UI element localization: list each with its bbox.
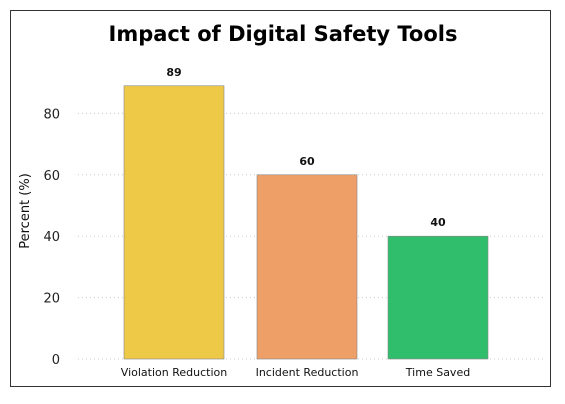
data-labels: 89 60 40 xyxy=(166,66,446,229)
data-label: 89 xyxy=(166,66,181,79)
bar xyxy=(256,174,358,360)
category-label: Violation Reduction xyxy=(121,366,227,379)
data-label: 60 xyxy=(299,155,315,168)
y-axis-ticks: 0 20 40 60 80 xyxy=(43,107,60,368)
y-axis-label: Percent (%) xyxy=(18,173,33,249)
y-tick-label: 40 xyxy=(43,230,60,245)
category-label: Time Saved xyxy=(405,366,470,379)
bar xyxy=(387,235,489,360)
y-tick-label: 60 xyxy=(43,169,60,184)
y-tick-label: 20 xyxy=(43,292,60,307)
category-labels: Violation Reduction Incident Reduction Tim… xyxy=(121,366,470,379)
category-label: Incident Reduction xyxy=(256,366,359,379)
chart-title: Impact of Digital Safety Tools xyxy=(109,22,458,46)
y-tick-label: 80 xyxy=(43,107,60,122)
data-label: 40 xyxy=(430,216,446,229)
y-tick-label: 0 xyxy=(52,353,60,368)
bars xyxy=(123,85,489,360)
bar xyxy=(123,85,225,360)
